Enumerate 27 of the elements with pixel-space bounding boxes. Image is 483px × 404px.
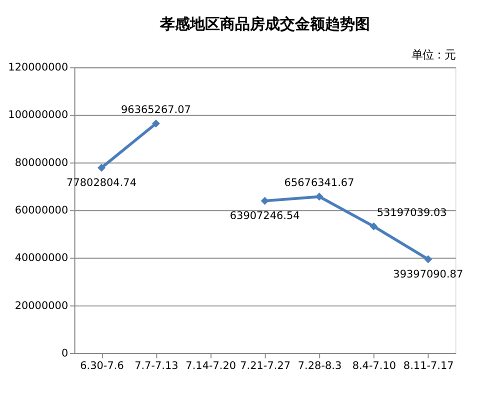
x-tick-label: 8.11-7.17 [403, 360, 454, 372]
data-label: 65676341.67 [284, 177, 354, 190]
x-tick-label: 6.30-7.6 [80, 360, 124, 372]
point [424, 255, 432, 264]
y-tick-label: 0 [61, 347, 68, 360]
y-tick-label: 100000000 [8, 109, 68, 122]
point [152, 120, 160, 128]
y-tick-label: 60000000 [14, 204, 68, 217]
data-label: 63907246.54 [230, 210, 300, 222]
y-tick-label: 40000000 [14, 252, 68, 264]
y-tick-label: 120000000 [8, 62, 68, 74]
x-tick-label: 7.28-8.3 [298, 360, 342, 372]
text: 单位：元 [411, 48, 456, 62]
data-label: 39397090.87 [393, 268, 464, 280]
x-tick-label: 7.7-7.13 [134, 360, 178, 372]
data-label: 77802804.74 [66, 176, 137, 189]
y-tick-label: 80000000 [14, 156, 68, 169]
chart-title: 孝感地区商品房成交金额趋势图 [158, 15, 370, 34]
data-label: 53197039.03 [376, 206, 447, 219]
point [260, 196, 269, 205]
y-tick-label: 20000000 [14, 300, 68, 312]
x-tick-label: 7.14-7.20 [186, 360, 236, 372]
x-tick-label: 7.21-7.27 [240, 360, 291, 372]
point [370, 222, 378, 230]
point [98, 164, 106, 172]
x-tick-label: 8.4-7.10 [352, 360, 396, 372]
data-label: 96365267.07 [120, 104, 191, 116]
